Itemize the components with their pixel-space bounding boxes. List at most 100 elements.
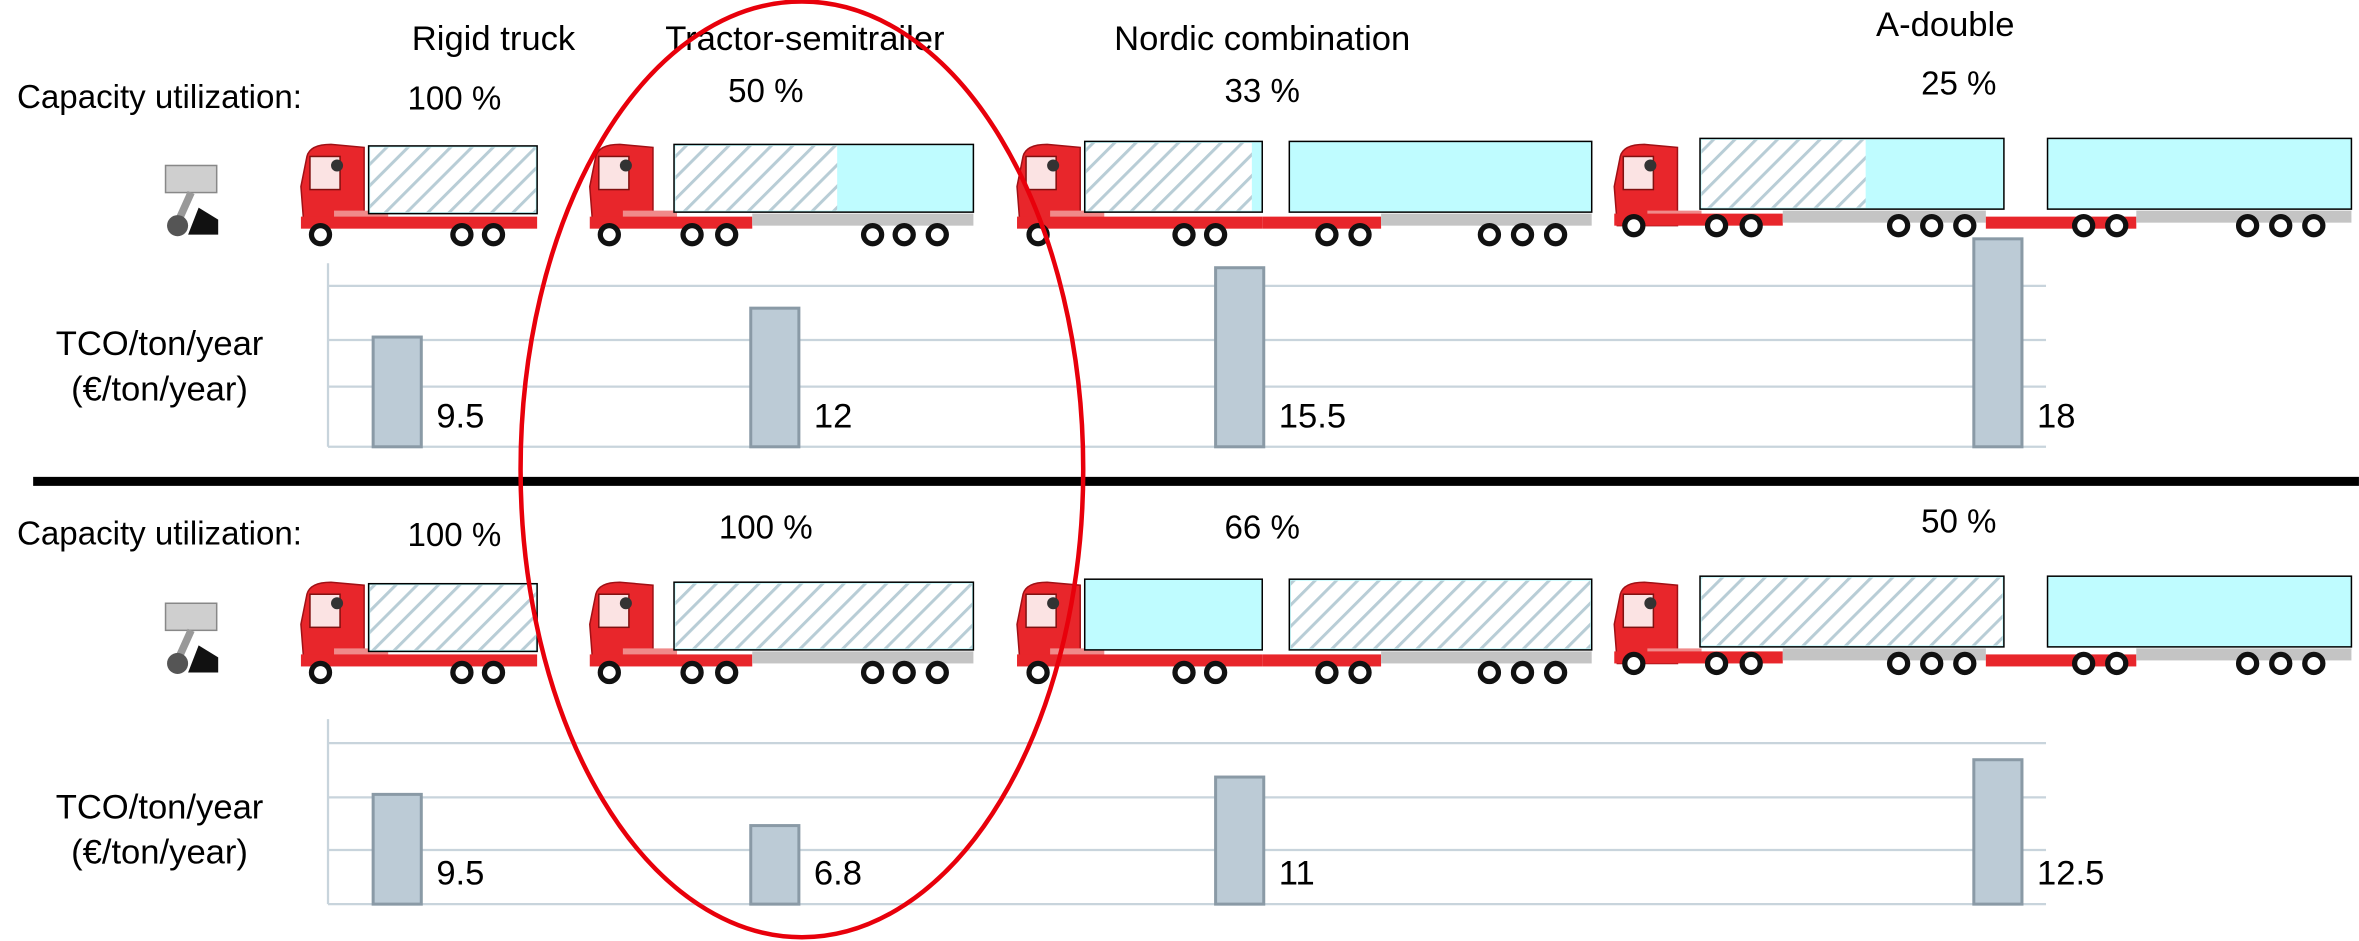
chassis (300, 216, 538, 229)
chassis (589, 654, 753, 667)
engine-block (188, 645, 219, 673)
wheel (450, 223, 474, 247)
wheel (680, 660, 704, 685)
value-label: 11 (1279, 855, 1315, 893)
value-label: 9.5 (436, 855, 484, 893)
wheel (715, 660, 739, 685)
engine-piston (164, 602, 218, 632)
wheel (2235, 651, 2260, 676)
capacity-label: Capacity utilization: (17, 515, 302, 552)
bar (749, 824, 801, 906)
wheel (1315, 660, 1339, 685)
vehicle-name: Rigid truck (412, 20, 576, 58)
wheel (2302, 651, 2326, 676)
chassis (1017, 216, 1263, 229)
value-label: 12 (814, 397, 852, 435)
cargo-load (675, 583, 972, 649)
y-axis-label: TCO/ton/year (56, 789, 264, 827)
wheel (1543, 223, 1568, 247)
capacity-value: 50 % (1921, 503, 1996, 540)
bar (749, 306, 801, 449)
wheel (1203, 223, 1228, 247)
cargo-load (675, 145, 838, 211)
highlight-ellipse (518, 0, 1086, 940)
chassis (300, 654, 538, 667)
wheel (1704, 214, 1729, 238)
wheel (1315, 223, 1339, 247)
wheel (597, 660, 621, 685)
wheel (2269, 651, 2293, 676)
cargo-box (2046, 575, 2353, 648)
wheel (2105, 651, 2129, 676)
driver (331, 159, 344, 172)
chassis (752, 651, 974, 664)
driver (1047, 597, 1060, 610)
wheel (925, 660, 949, 685)
wheel (481, 660, 506, 685)
vehicle-name: A-double (1876, 6, 2014, 44)
driver (331, 597, 344, 610)
wheel (1510, 660, 1535, 685)
bar (371, 792, 423, 906)
wheel (1739, 651, 1763, 676)
wheel (308, 660, 333, 685)
driver (1644, 159, 1657, 172)
cargo-box (1288, 140, 1593, 213)
capacity-value: 100 % (407, 81, 501, 118)
value-label: 18 (2037, 397, 2075, 435)
wheel (860, 660, 885, 685)
wheel (925, 223, 949, 247)
wheel (1477, 223, 1502, 247)
wheel (2071, 214, 2096, 238)
bar (1214, 775, 1266, 906)
driver (1644, 597, 1657, 610)
chassis (1262, 654, 1382, 667)
wheel (1886, 214, 1911, 238)
engine-block (188, 207, 219, 235)
engine-piston (164, 164, 218, 194)
chassis (1381, 213, 1592, 226)
cargo-load (1701, 577, 2003, 646)
driver (619, 597, 632, 610)
driver (1047, 159, 1060, 172)
vehicle-name: Tractor-semitrailer (665, 20, 944, 58)
wheel (1172, 660, 1196, 685)
wheel (1953, 651, 1977, 676)
wheel (2071, 651, 2096, 676)
wheel (892, 223, 916, 247)
wheel (1348, 223, 1372, 247)
wheel (1026, 660, 1050, 685)
cab-window (598, 593, 630, 629)
cargo-load (370, 585, 536, 650)
wheel (1622, 214, 1646, 238)
wheel (1886, 651, 1911, 676)
wheel (1510, 223, 1535, 247)
wheel (1739, 214, 1763, 238)
wheel (1203, 660, 1228, 685)
capacity-value: 100 % (407, 517, 501, 554)
wheel (1920, 214, 1944, 238)
wheel (860, 223, 885, 247)
bar (1972, 237, 2024, 449)
wheel (2105, 214, 2129, 238)
wheel (1622, 651, 1646, 676)
wheel (1477, 660, 1502, 685)
cargo-load (1701, 139, 1866, 208)
capacity-value: 50 % (728, 73, 803, 110)
bar (1972, 758, 2024, 906)
wheel (481, 223, 506, 247)
capacity-value: 100 % (719, 509, 813, 546)
cargo-load (1086, 142, 1252, 211)
chassis (589, 216, 753, 229)
cargo-box (1083, 578, 1263, 651)
wheel (2269, 214, 2293, 238)
wheel (2302, 214, 2326, 238)
wheel (1953, 214, 1977, 238)
value-label: 9.5 (436, 397, 484, 435)
capacity-value: 25 % (1921, 65, 1996, 102)
capacity-value: 33 % (1225, 73, 1300, 110)
capacity-value: 66 % (1225, 509, 1300, 546)
cargo-load (370, 147, 536, 213)
